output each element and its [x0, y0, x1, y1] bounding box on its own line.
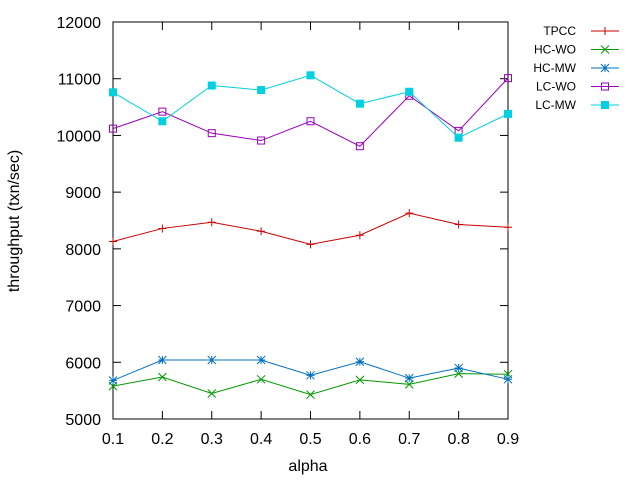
- legend-marker: [600, 63, 610, 73]
- data-point-tpcc: [355, 231, 364, 240]
- data-point-tpcc: [504, 223, 512, 232]
- data-point-hc-mw: [158, 355, 167, 365]
- data-point-hc-wo: [355, 375, 365, 385]
- legend-marker: [600, 45, 610, 54]
- legend-item-hc-wo: HC-WO: [534, 43, 619, 57]
- series-line-tpcc: [112, 212, 509, 245]
- legend: TPCC HC-WO HC-MW LC-WO LC-MW: [533, 24, 619, 112]
- series-lc-mw: [109, 71, 512, 142]
- data-point-hc-mw: [503, 374, 513, 384]
- y-tick-label: 5000: [65, 412, 101, 429]
- data-point-lc-mw: [257, 86, 266, 95]
- data-point-lc-mw: [306, 71, 315, 80]
- data-point-lc-wo: [158, 107, 167, 116]
- legend-label: HC-MW: [533, 61, 576, 75]
- x-tick-label: 0.4: [250, 431, 272, 448]
- x-tick-label: 0.9: [497, 431, 519, 448]
- legend-label: TPCC: [543, 24, 576, 38]
- legend-item-lc-wo: LC-WO: [536, 80, 619, 94]
- data-point-hc-wo: [158, 372, 167, 382]
- data-point-lc-mw: [158, 117, 167, 126]
- data-point-lc-mw: [355, 99, 364, 108]
- y-tick-label: 10000: [57, 128, 102, 145]
- data-point-tpcc: [405, 209, 414, 218]
- data-point-lc-wo: [355, 142, 364, 151]
- data-point-hc-mw: [108, 376, 118, 385]
- data-point-hc-wo: [404, 380, 414, 389]
- x-axis-title: alpha: [288, 458, 327, 475]
- y-tick-label: 6000: [65, 355, 101, 372]
- series-hc-mw: [108, 355, 513, 385]
- data-point-tpcc: [109, 237, 117, 246]
- data-point-tpcc: [257, 227, 266, 236]
- legend-label: HC-WO: [534, 43, 576, 57]
- y-tick-label: 8000: [65, 242, 101, 259]
- data-point-tpcc: [454, 220, 463, 229]
- data-point-lc-wo: [257, 136, 266, 145]
- legend-marker: [601, 82, 609, 91]
- series-line-lc-mw: [112, 74, 509, 139]
- legend-item-tpcc: TPCC: [543, 24, 619, 38]
- data-point-hc-mw: [404, 373, 414, 383]
- x-axis: 0.1 0.2 0.3 0.4 0.5 0.6 0.7 0.8 0.9: [102, 22, 519, 448]
- legend-label: LC-MW: [535, 98, 576, 112]
- data-point-tpcc: [306, 240, 315, 249]
- x-tick-label: 0.2: [151, 431, 173, 448]
- data-point-lc-wo: [306, 117, 315, 126]
- data-point-hc-wo: [306, 390, 315, 399]
- data-point-lc-wo: [109, 124, 117, 133]
- y-tick-label: 11000: [58, 72, 101, 89]
- y-axis: 5000 6000 7000 8000 9000 10000 11000 12000: [57, 15, 508, 429]
- data-point-lc-wo: [207, 129, 216, 138]
- data-point-lc-mw: [405, 87, 414, 96]
- series-layer: [108, 71, 513, 399]
- x-tick-label: 0.8: [448, 431, 470, 448]
- data-point-hc-mw: [256, 355, 266, 365]
- data-point-lc-mw: [109, 88, 117, 97]
- data-point-lc-mw: [504, 109, 512, 118]
- data-point-hc-mw: [207, 355, 217, 365]
- data-point-hc-mw: [454, 363, 463, 373]
- y-tick-label: 7000: [65, 299, 101, 316]
- y-axis-title: throughput (txn/sec): [6, 150, 23, 292]
- data-point-tpcc: [158, 224, 167, 233]
- data-point-tpcc: [207, 218, 216, 227]
- x-tick-label: 0.1: [102, 431, 124, 448]
- legend-marker: [601, 101, 609, 109]
- data-point-hc-wo: [256, 374, 266, 384]
- data-point-hc-wo: [207, 389, 217, 398]
- x-tick-label: 0.5: [299, 431, 321, 448]
- legend-marker: [601, 27, 609, 35]
- legend-item-hc-mw: HC-MW: [533, 61, 619, 75]
- x-tick-label: 0.7: [398, 431, 420, 448]
- data-point-lc-mw: [207, 81, 216, 90]
- legend-item-lc-mw: LC-MW: [535, 98, 619, 112]
- series-lc-wo: [109, 74, 512, 151]
- data-point-hc-mw: [306, 370, 315, 380]
- x-tick-label: 0.3: [201, 431, 223, 448]
- y-tick-label: 12000: [57, 15, 102, 32]
- data-point-lc-wo: [504, 74, 512, 83]
- x-tick-label: 0.6: [349, 431, 371, 448]
- data-point-hc-mw: [355, 357, 365, 367]
- series-tpcc: [109, 209, 512, 249]
- y-tick-label: 9000: [65, 185, 101, 202]
- series-line-lc-wo: [112, 77, 509, 147]
- legend-label: LC-WO: [536, 80, 576, 94]
- plot-area: [112, 21, 509, 420]
- data-point-lc-mw: [454, 133, 463, 142]
